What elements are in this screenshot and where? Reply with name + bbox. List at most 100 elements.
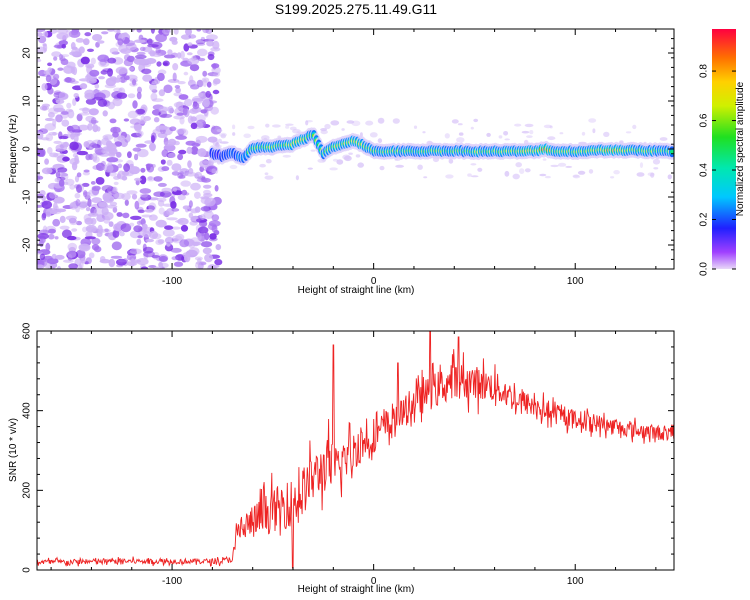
ridge-halo-speck bbox=[581, 131, 586, 136]
noise-speck bbox=[103, 215, 111, 224]
noise-speck bbox=[60, 58, 69, 66]
noise-speck bbox=[47, 111, 55, 118]
noise-speck bbox=[47, 62, 53, 67]
noise-speck bbox=[148, 202, 157, 212]
noise-speck bbox=[83, 38, 90, 46]
noise-speck bbox=[84, 236, 96, 240]
ridge-halo-speck bbox=[365, 120, 374, 126]
ridge-halo-speck bbox=[310, 149, 316, 152]
noise-speck bbox=[206, 81, 212, 88]
noise-speck bbox=[127, 93, 136, 99]
noise-speck bbox=[65, 178, 75, 186]
ridge-halo-speck bbox=[445, 174, 454, 179]
ridge-core bbox=[670, 150, 674, 154]
ridge-halo-speck bbox=[232, 132, 236, 136]
noise-speck bbox=[205, 90, 211, 98]
noise-speck bbox=[133, 225, 143, 233]
noise-speck bbox=[60, 172, 69, 182]
noise-speck bbox=[58, 131, 63, 140]
noise-speck bbox=[136, 91, 142, 100]
noise-speck bbox=[177, 81, 186, 85]
noise-speck bbox=[78, 264, 83, 269]
noise-speck bbox=[119, 231, 125, 237]
colorbar-gradient bbox=[712, 29, 736, 269]
noise-speck bbox=[139, 175, 147, 185]
noise-speck bbox=[142, 74, 153, 82]
noise-speck bbox=[134, 200, 140, 210]
noise-speck bbox=[161, 29, 171, 35]
noise-speck bbox=[61, 119, 70, 127]
noise-speck bbox=[124, 199, 129, 206]
noise-speck bbox=[75, 48, 81, 53]
noise-speck bbox=[87, 123, 93, 131]
noise-speck bbox=[97, 98, 108, 107]
noise-speck bbox=[85, 98, 97, 105]
noise-speck bbox=[197, 226, 209, 234]
noise-speck bbox=[66, 102, 72, 109]
noise-speck bbox=[71, 228, 78, 232]
noise-speck bbox=[161, 187, 172, 193]
noise-speck bbox=[102, 110, 108, 117]
colorbar-tick-label: 0.0 bbox=[699, 262, 710, 276]
noise-speck bbox=[186, 146, 193, 154]
x-tick-label: 100 bbox=[567, 276, 584, 287]
noise-speck bbox=[123, 163, 130, 172]
noise-speck bbox=[198, 92, 204, 98]
ridge-halo-speck bbox=[473, 118, 479, 123]
noise-speck bbox=[108, 221, 114, 228]
noise-speck bbox=[73, 93, 79, 98]
noise-speck bbox=[155, 219, 167, 228]
noise-speck bbox=[151, 135, 155, 144]
noise-speck bbox=[147, 38, 153, 46]
noise-speck bbox=[117, 163, 123, 169]
noise-speck bbox=[170, 247, 182, 253]
noise-speck bbox=[41, 213, 47, 221]
noise-speck bbox=[69, 184, 76, 190]
noise-speck bbox=[197, 148, 207, 157]
ridge-halo-speck bbox=[544, 175, 551, 179]
noise-speck bbox=[195, 114, 206, 123]
noise-speck bbox=[179, 171, 184, 176]
noise-speck bbox=[95, 177, 105, 185]
noise-speck bbox=[185, 29, 192, 36]
noise-speck bbox=[171, 208, 180, 212]
noise-speck bbox=[58, 179, 65, 187]
noise-speck bbox=[62, 156, 70, 162]
ridge-halo-speck bbox=[229, 164, 238, 170]
ridge-halo-speck bbox=[524, 123, 534, 128]
noise-speck bbox=[150, 92, 158, 102]
noise-speck bbox=[52, 218, 61, 227]
noise-speck bbox=[160, 111, 168, 118]
noise-speck bbox=[87, 212, 99, 217]
noise-speck bbox=[58, 54, 64, 60]
noise-speck bbox=[190, 146, 199, 155]
noise-speck bbox=[56, 29, 69, 34]
noise-speck bbox=[196, 29, 202, 32]
noise-speck bbox=[129, 248, 142, 255]
noise-speck bbox=[51, 253, 57, 259]
noise-speck bbox=[38, 148, 46, 157]
noise-speck bbox=[76, 150, 89, 156]
noise-speck bbox=[182, 252, 191, 258]
noise-speck bbox=[112, 186, 118, 193]
y-tick-label: 200 bbox=[22, 482, 33, 499]
noise-speck bbox=[134, 177, 142, 182]
noise-speck bbox=[211, 63, 220, 69]
noise-speck bbox=[175, 87, 182, 94]
ridge-halo-speck bbox=[521, 130, 530, 134]
noise-speck bbox=[155, 33, 168, 43]
noise-speck bbox=[91, 185, 101, 191]
ridge-halo-speck bbox=[320, 129, 328, 135]
noise-speck bbox=[164, 225, 174, 230]
noise-speck bbox=[191, 142, 201, 147]
noise-speck bbox=[170, 226, 181, 230]
noise-speck bbox=[109, 201, 118, 206]
noise-speck bbox=[149, 230, 159, 240]
noise-speck bbox=[142, 223, 148, 230]
noise-speck bbox=[65, 215, 78, 221]
noise-speck bbox=[129, 222, 135, 227]
ridge-halo-speck bbox=[423, 176, 428, 179]
noise-speck bbox=[61, 44, 67, 49]
noise-speck bbox=[37, 233, 49, 240]
